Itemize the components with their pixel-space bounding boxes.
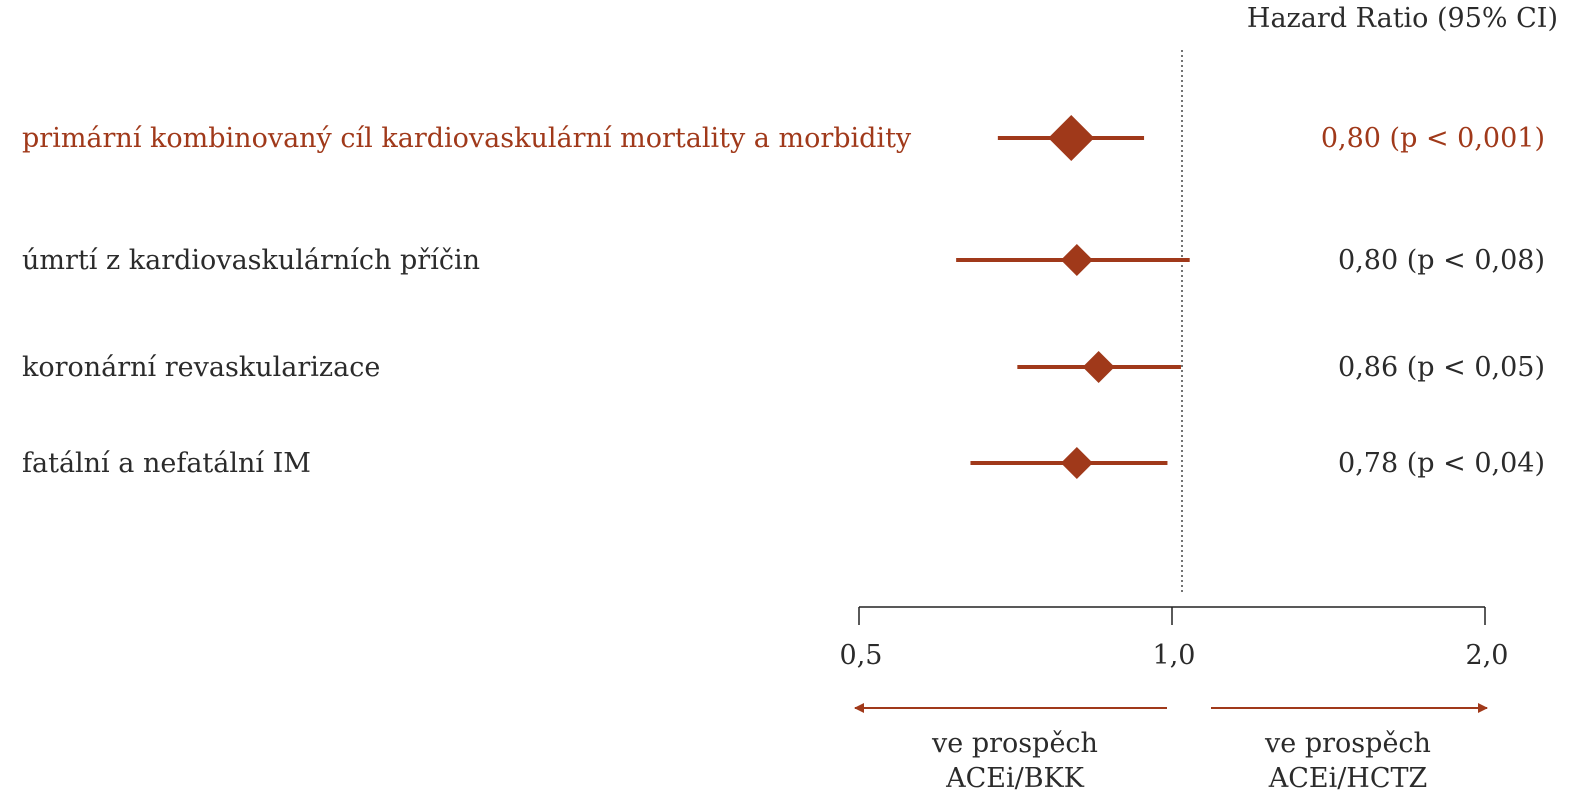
tick-label: 2,0 xyxy=(1466,640,1509,671)
row-label: fatální a nefatální IM xyxy=(22,448,311,479)
hr-point xyxy=(1048,115,1095,161)
favors-right-line2: ACEi/HCTZ xyxy=(1268,763,1428,794)
hr-point xyxy=(1060,244,1093,276)
favors-right-line1: ve prospěch xyxy=(1264,728,1431,759)
header-label: Hazard Ratio (95% CI) xyxy=(1247,3,1558,34)
row-value: 0,78 (p < 0,04) xyxy=(1338,448,1545,479)
favors-group: ve prospěch ACEi/BKK ve prospěch ACEi/HC… xyxy=(854,703,1488,794)
rows-group: primární kombinovaný cíl kardiovaskulárn… xyxy=(22,115,1545,479)
tick-label: 0,5 xyxy=(840,640,883,671)
row-label: primární kombinovaný cíl kardiovaskulárn… xyxy=(22,123,912,154)
row-value: 0,80 (p < 0,08) xyxy=(1338,245,1545,276)
tick-label: 1,0 xyxy=(1153,640,1196,671)
row-value: 0,80 (p < 0,001) xyxy=(1321,123,1545,154)
row-label: koronární revaskularizace xyxy=(22,352,380,383)
row-label: úmrtí z kardiovaskulárních příčin xyxy=(22,245,480,276)
x-axis: 0,5 1,0 2,0 xyxy=(840,606,1509,671)
row-value: 0,86 (p < 0,05) xyxy=(1338,352,1545,383)
favors-left-line1: ve prospěch xyxy=(931,728,1098,759)
favors-left-line2: ACEi/BKK xyxy=(945,763,1085,794)
hr-point xyxy=(1082,351,1115,383)
hr-point xyxy=(1060,447,1093,479)
